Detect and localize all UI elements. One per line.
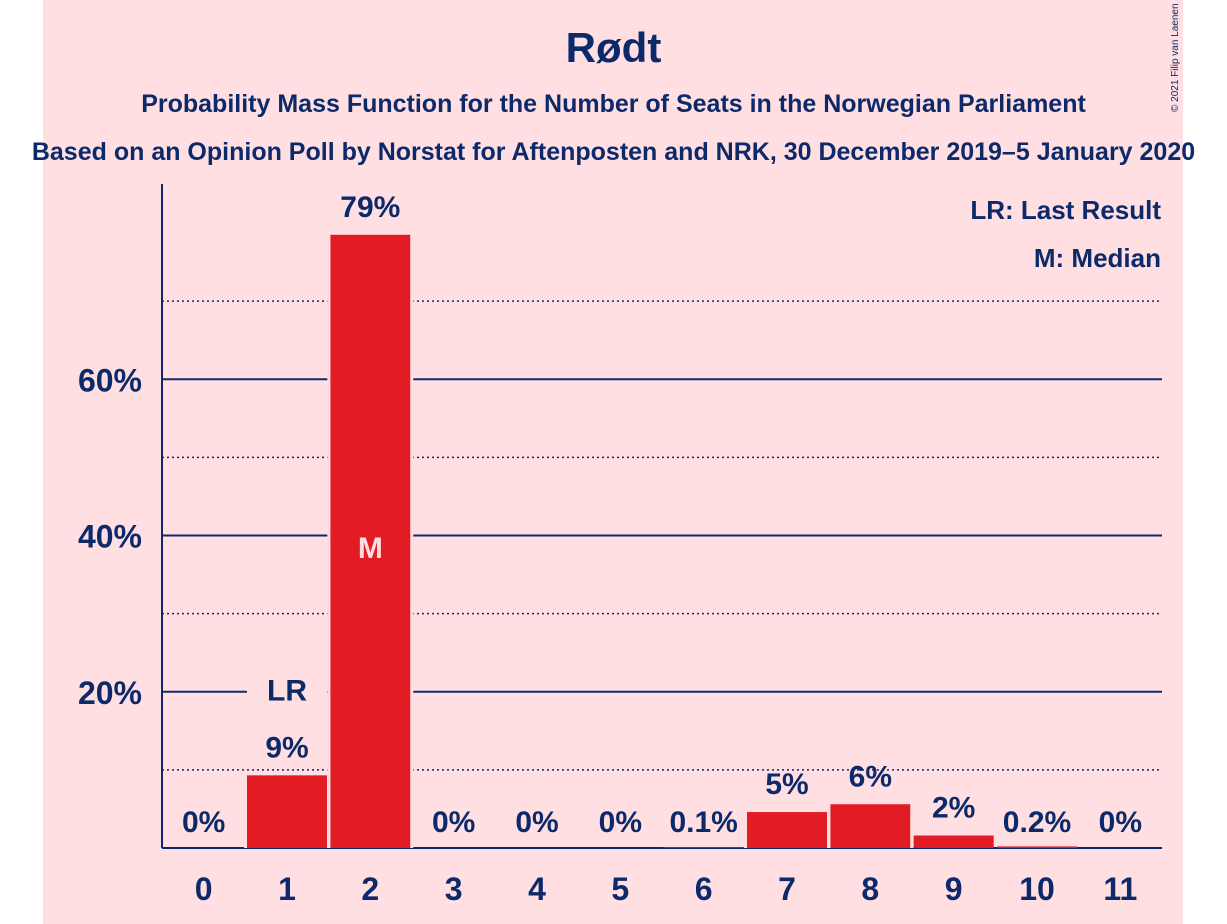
- median-marker: M: [358, 532, 383, 565]
- x-tick-label: 2: [361, 871, 379, 907]
- y-tick-label: 40%: [78, 519, 142, 555]
- bar-gap-left: [744, 812, 747, 848]
- data-label: 0%: [515, 806, 558, 839]
- legend: LR: Last Result M: Median: [970, 186, 1161, 282]
- data-label: 2%: [932, 792, 975, 825]
- x-tick-label: 3: [445, 871, 463, 907]
- x-tick-label: 4: [528, 871, 546, 907]
- data-label: 0%: [432, 806, 475, 839]
- x-tick-label: 6: [695, 871, 713, 907]
- bar-gap-left: [827, 804, 831, 848]
- bar-6: [663, 847, 744, 848]
- data-label: 6%: [849, 760, 892, 793]
- x-tick-label: 11: [1103, 871, 1137, 907]
- bar-gap-left: [327, 234, 331, 848]
- legend-last-result: LR: Last Result: [970, 195, 1161, 225]
- legend-median: M: Median: [1033, 243, 1161, 273]
- y-tick-label: 60%: [78, 362, 142, 398]
- data-label: 0%: [1099, 806, 1142, 839]
- data-label: 0%: [599, 806, 642, 839]
- x-tick-label: 0: [195, 871, 213, 907]
- data-label: 0.2%: [1003, 806, 1071, 839]
- x-tick-label: 5: [611, 871, 629, 907]
- data-label: 5%: [765, 768, 808, 801]
- bar-10: [997, 846, 1077, 848]
- x-tick-label: 10: [1019, 871, 1055, 907]
- data-label: 0.1%: [669, 806, 737, 839]
- bar-8: [830, 804, 911, 848]
- y-tick-label: 20%: [78, 675, 142, 711]
- chart-title: Rødt: [565, 24, 662, 71]
- data-label: 9%: [265, 731, 308, 764]
- data-label: 79%: [340, 191, 400, 224]
- bar-2: [330, 234, 411, 848]
- data-label: 0%: [182, 806, 225, 839]
- bar-7: [747, 812, 827, 848]
- bar-gap-left: [244, 775, 247, 848]
- bar-gap-right: [410, 234, 414, 848]
- bar-9: [913, 835, 994, 848]
- last-result-marker: LR: [267, 674, 307, 707]
- x-tick-label: 7: [778, 871, 796, 907]
- x-tick-label: 9: [945, 871, 963, 907]
- lr-backdrop: [247, 675, 327, 712]
- bar-gap-right: [910, 804, 914, 848]
- x-tick-label: 1: [278, 871, 296, 907]
- x-tick-label: 8: [861, 871, 879, 907]
- chart-subtitle: Probability Mass Function for the Number…: [141, 90, 1086, 118]
- bar-1: [247, 775, 327, 848]
- chart-source-subtitle: Based on an Opinion Poll by Norstat for …: [31, 138, 1196, 166]
